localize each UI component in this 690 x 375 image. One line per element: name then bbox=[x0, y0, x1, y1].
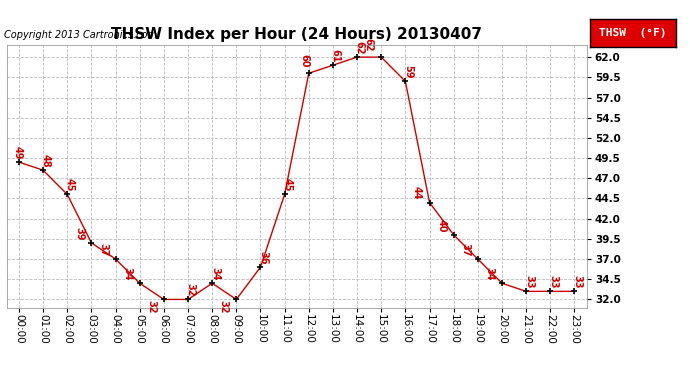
Text: 39: 39 bbox=[74, 226, 84, 240]
Text: 33: 33 bbox=[548, 275, 558, 289]
Text: 37: 37 bbox=[98, 243, 108, 256]
Text: 62: 62 bbox=[355, 41, 365, 54]
Text: 32: 32 bbox=[186, 283, 196, 297]
Text: 44: 44 bbox=[412, 186, 422, 200]
Text: 33: 33 bbox=[524, 275, 534, 289]
Text: 40: 40 bbox=[436, 219, 446, 232]
Text: 49: 49 bbox=[12, 146, 23, 159]
Text: 45: 45 bbox=[65, 178, 75, 192]
Title: THSW Index per Hour (24 Hours) 20130407: THSW Index per Hour (24 Hours) 20130407 bbox=[111, 27, 482, 42]
Text: 62: 62 bbox=[364, 38, 374, 51]
Text: 60: 60 bbox=[299, 54, 310, 68]
Text: 32: 32 bbox=[219, 300, 229, 313]
Text: 45: 45 bbox=[282, 178, 293, 192]
Text: Copyright 2013 Cartronics.com: Copyright 2013 Cartronics.com bbox=[4, 30, 157, 40]
Text: 34: 34 bbox=[210, 267, 220, 280]
Text: 32: 32 bbox=[146, 300, 157, 313]
Text: 59: 59 bbox=[403, 65, 413, 79]
Text: 36: 36 bbox=[258, 251, 268, 264]
Text: 48: 48 bbox=[41, 154, 51, 167]
Text: 34: 34 bbox=[122, 267, 132, 280]
Text: 61: 61 bbox=[331, 49, 341, 62]
Text: 34: 34 bbox=[484, 267, 495, 280]
Text: 33: 33 bbox=[572, 275, 582, 289]
Text: THSW  (°F): THSW (°F) bbox=[600, 28, 667, 38]
Text: 37: 37 bbox=[460, 243, 471, 256]
